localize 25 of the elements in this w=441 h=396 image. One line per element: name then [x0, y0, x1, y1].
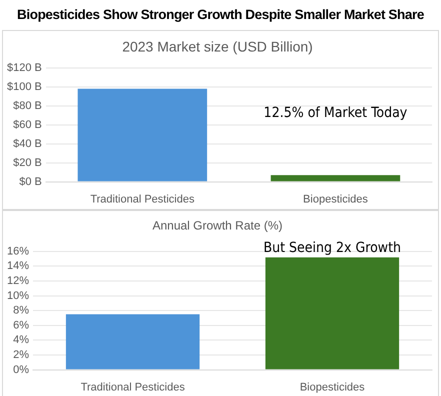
y-tick-label: 6% — [13, 319, 30, 332]
x-tick-label: Biopesticides — [303, 193, 368, 206]
chart-subtitle: 2023 Market size (USD Billion) — [122, 38, 313, 54]
y-tick-label: 14% — [6, 260, 30, 272]
y-tick-label: $100 B — [6, 80, 42, 93]
chart-title: Annual Growth Rate (%) — [152, 218, 283, 233]
y-tick-label: 2% — [13, 349, 30, 362]
annotation: But Seeing 2x Growth — [263, 240, 402, 256]
y-tick-label: 12% — [6, 275, 30, 288]
annotation: 12.5% of Market Today — [264, 105, 408, 122]
y-tick-label: 16% — [6, 245, 30, 258]
y-tick-label: $0 B — [19, 176, 42, 188]
y-tick-label: 0% — [13, 364, 30, 376]
y-tick-label: $40 B — [13, 138, 42, 150]
chart-title: Biopesticides Show Stronger Growth Despite Smaller Market Share — [16, 6, 425, 24]
x-tick-label: Traditional Pesticides — [90, 193, 195, 206]
y-tick-label: 4% — [13, 334, 30, 346]
y-tick-label: 10% — [6, 290, 30, 302]
x-tick-label: Biopesticides — [300, 381, 366, 394]
y-tick-label: $60 B — [13, 118, 42, 131]
y-tick-label: $120 B — [6, 62, 42, 74]
y-tick-label: $20 B — [13, 156, 42, 169]
y-tick-label: 8% — [13, 304, 30, 317]
x-tick-label: Traditional Pesticides — [80, 381, 186, 394]
y-tick-label: $80 B — [13, 100, 42, 112]
